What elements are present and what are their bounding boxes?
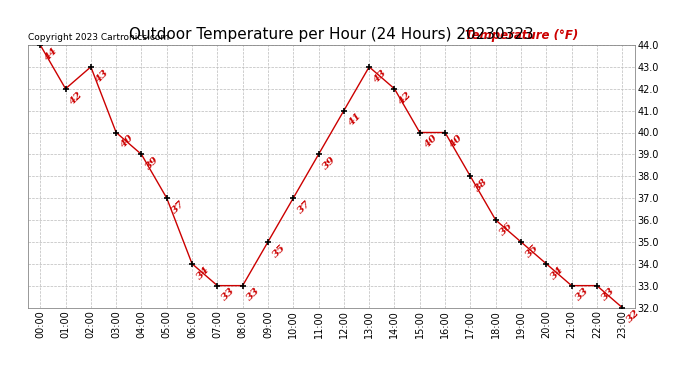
Text: 32: 32 [625,308,642,325]
Text: 40: 40 [448,133,464,150]
Text: 42: 42 [68,89,85,106]
Text: 35: 35 [524,243,540,259]
Text: 33: 33 [600,286,616,303]
Text: 37: 37 [296,199,313,215]
Text: 39: 39 [322,155,338,172]
Text: 44: 44 [43,46,59,62]
Text: 33: 33 [574,286,591,303]
Text: 35: 35 [270,243,287,259]
Text: 33: 33 [220,286,237,303]
Text: 42: 42 [397,89,414,106]
Text: Copyright 2023 Cartronics.com: Copyright 2023 Cartronics.com [28,33,169,42]
Text: 33: 33 [246,286,262,303]
Text: 36: 36 [498,220,515,237]
Text: Temperature (°F): Temperature (°F) [465,29,578,42]
Text: 34: 34 [195,264,211,281]
Text: 43: 43 [372,68,388,84]
Title: Outdoor Temperature per Hour (24 Hours) 20230323: Outdoor Temperature per Hour (24 Hours) … [129,27,533,42]
Text: 43: 43 [94,68,110,84]
Text: 37: 37 [170,199,186,215]
Text: 40: 40 [422,133,439,150]
Text: 38: 38 [473,177,490,194]
Text: 39: 39 [144,155,161,172]
Text: 34: 34 [549,264,566,281]
Text: 40: 40 [119,133,135,150]
Text: 41: 41 [346,111,363,128]
